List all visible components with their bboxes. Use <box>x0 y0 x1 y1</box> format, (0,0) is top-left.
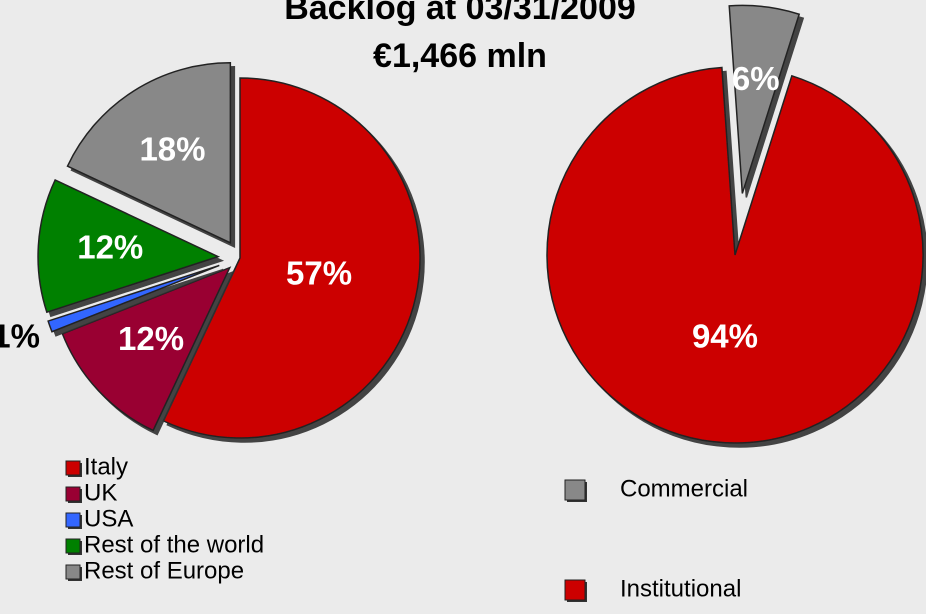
data-label: 1% <box>0 317 40 354</box>
legend-swatch <box>65 538 81 554</box>
chart-title: Backlog at 03/31/2009 <box>284 0 636 27</box>
data-label: 18% <box>139 130 205 167</box>
data-label: 6% <box>732 60 780 97</box>
legend-swatch <box>65 512 81 528</box>
pie-slice <box>546 66 924 444</box>
legend-label: Italy <box>84 453 128 480</box>
legend-label: Commercial <box>620 475 748 502</box>
legend-swatch <box>65 564 81 580</box>
pie-slice <box>47 264 220 333</box>
data-label: 94% <box>692 318 758 355</box>
legend-label: UK <box>84 479 117 506</box>
legend-swatch <box>65 460 81 476</box>
data-label: 12% <box>77 229 143 266</box>
pie-slice <box>66 62 232 244</box>
legend-label: Institutional <box>620 575 741 602</box>
data-label: 57% <box>286 254 352 291</box>
pie-slice <box>37 178 221 314</box>
legend-swatch <box>564 479 586 501</box>
legend-swatch <box>564 579 586 601</box>
legend-swatch <box>65 486 81 502</box>
pie-slice <box>61 266 232 432</box>
legend-label: Rest of Europe <box>84 557 244 584</box>
legend-label: Rest of the world <box>84 531 264 558</box>
data-label: 12% <box>118 320 184 357</box>
pie-slice <box>162 77 421 439</box>
chart-subtitle: €1,466 mln <box>373 37 547 75</box>
pie-slice <box>728 4 801 194</box>
legend-label: USA <box>84 505 133 532</box>
